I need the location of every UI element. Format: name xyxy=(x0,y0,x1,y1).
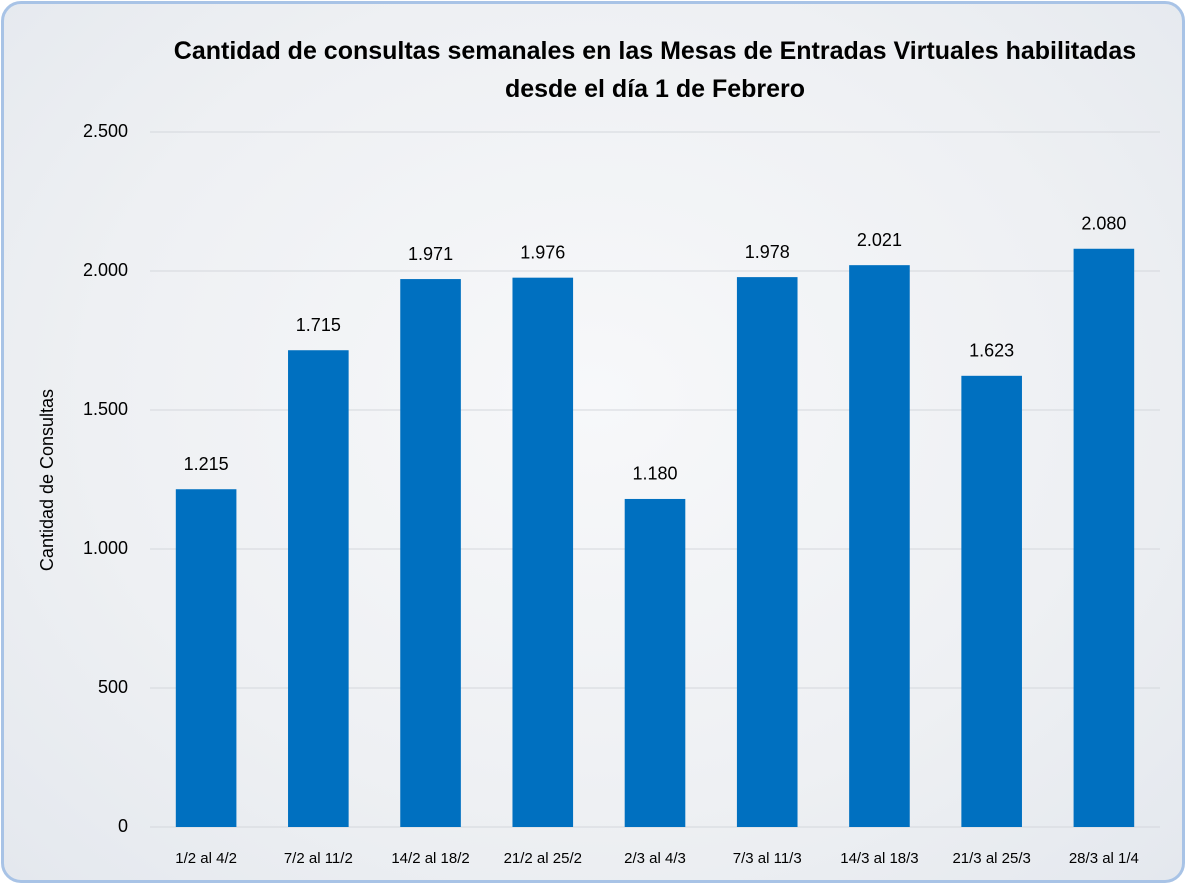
y-tick-label: 1.000 xyxy=(83,538,128,558)
y-tick-label: 0 xyxy=(118,816,128,836)
x-tick-label: 7/2 al 11/2 xyxy=(284,850,353,867)
bar xyxy=(961,375,1022,827)
bar xyxy=(400,279,461,827)
x-tick-label: 2/3 al 4/3 xyxy=(624,850,686,867)
x-tick-label: 28/3 al 1/4 xyxy=(1069,850,1139,867)
value-label: 1.978 xyxy=(745,242,790,262)
y-tick-label: 1.500 xyxy=(83,399,128,419)
bar xyxy=(288,350,349,827)
chart-title: Cantidad de consultas semanales en las M… xyxy=(173,37,1137,103)
bar xyxy=(1073,248,1135,827)
value-label: 1.976 xyxy=(520,242,565,262)
x-tick-label: 21/3 al 25/3 xyxy=(952,850,1030,867)
bar xyxy=(512,277,574,827)
y-tick-label: 500 xyxy=(98,677,128,697)
value-label: 1.715 xyxy=(296,315,341,335)
x-tick-label: 14/3 al 18/3 xyxy=(840,850,918,867)
value-label: 1.623 xyxy=(969,341,1014,361)
x-tick-label: 14/2 al 18/2 xyxy=(391,850,469,867)
bar xyxy=(624,498,686,827)
value-label: 2.080 xyxy=(1081,214,1126,234)
bar xyxy=(736,277,798,828)
y-axis-label: Cantidad de Consultas xyxy=(37,389,57,571)
bar xyxy=(175,489,237,827)
x-tick-label: 7/3 al 11/3 xyxy=(733,850,802,867)
value-label: 1.180 xyxy=(632,464,677,484)
x-tick-label: 1/2 al 4/2 xyxy=(175,850,237,867)
y-tick-label: 2.500 xyxy=(83,121,128,141)
value-label: 1.215 xyxy=(184,454,229,474)
value-label: 1.971 xyxy=(408,244,453,264)
x-tick-label: 21/2 al 25/2 xyxy=(504,850,582,867)
y-tick-label: 2.000 xyxy=(83,260,128,280)
bar xyxy=(849,265,910,827)
value-label: 2.021 xyxy=(857,230,902,250)
